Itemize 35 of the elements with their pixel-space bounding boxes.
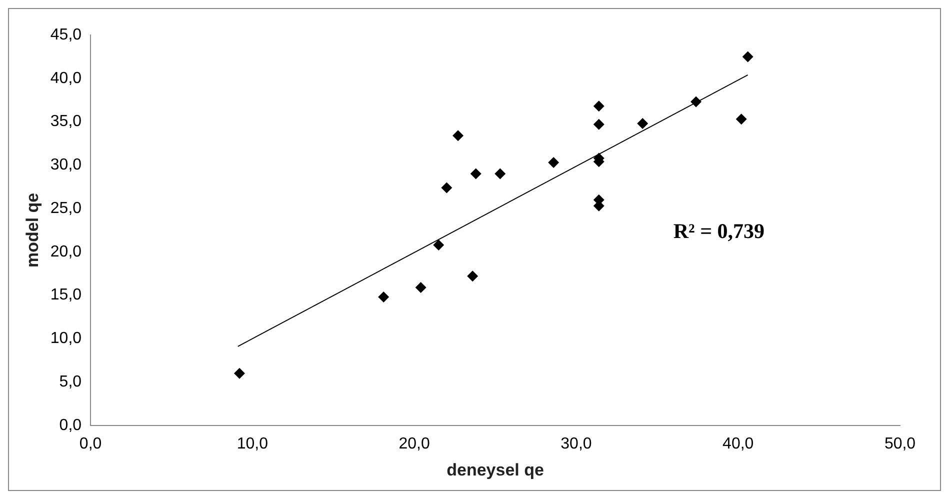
x-tick-label: 40,0 — [722, 435, 754, 452]
x-tick-label: 30,0 — [560, 435, 592, 452]
y-tick-label: 5,0 — [59, 373, 82, 390]
x-tick-label: 0,0 — [79, 435, 102, 452]
y-tick-label: 20,0 — [50, 243, 82, 260]
y-tick-label: 0,0 — [59, 416, 82, 434]
y-tick-label: 35,0 — [50, 113, 82, 130]
x-tick-label: 50,0 — [884, 435, 916, 452]
point — [742, 51, 754, 62]
point — [593, 118, 604, 130]
y-tick-label: 15,0 — [50, 286, 82, 304]
point — [690, 96, 702, 108]
point — [234, 368, 245, 379]
y-tick-label: 45,0 — [50, 26, 82, 44]
point — [433, 239, 444, 250]
y-tick-label: 40,0 — [50, 70, 82, 87]
y-tick-label: 30,0 — [50, 156, 82, 174]
point — [593, 100, 604, 112]
point — [415, 282, 426, 293]
x-axis-title: deneysel qe — [446, 460, 544, 480]
point — [452, 130, 464, 142]
point — [467, 270, 478, 282]
y-tick-label: 25,0 — [50, 200, 82, 217]
point — [494, 168, 506, 180]
y-tick-label: 10,0 — [50, 330, 82, 348]
point — [470, 168, 482, 180]
point — [637, 118, 648, 129]
point — [736, 114, 747, 125]
point — [548, 157, 560, 168]
annotation: R² = 0,739 — [673, 219, 765, 244]
y-axis-title: model qe — [22, 192, 42, 268]
point — [441, 182, 452, 194]
x-tick-label: 10,0 — [236, 435, 268, 452]
x-tick-label: 20,0 — [398, 435, 430, 452]
point — [378, 292, 390, 302]
